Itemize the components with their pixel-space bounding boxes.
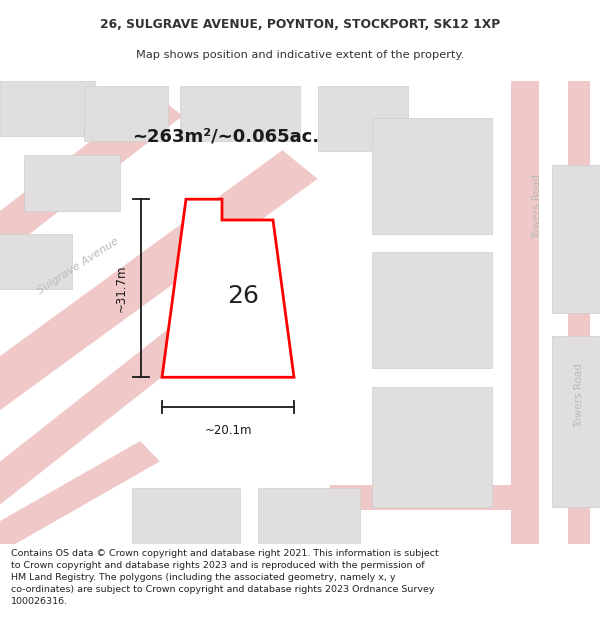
Text: Towers Road: Towers Road [574,363,584,428]
Text: Map shows position and indicative extent of the property.: Map shows position and indicative extent… [136,51,464,61]
Polygon shape [24,155,120,211]
Text: Towers Road: Towers Road [532,174,542,239]
Polygon shape [372,386,492,507]
Polygon shape [0,441,160,554]
Polygon shape [552,336,600,507]
Polygon shape [372,118,492,234]
Polygon shape [180,86,300,141]
Polygon shape [0,150,317,419]
Text: 26, SULGRAVE AVENUE, POYNTON, STOCKPORT, SK12 1XP: 26, SULGRAVE AVENUE, POYNTON, STOCKPORT,… [100,18,500,31]
Polygon shape [318,86,408,151]
Text: ~31.7m: ~31.7m [115,264,128,312]
Polygon shape [330,485,528,510]
Polygon shape [0,234,72,289]
Polygon shape [258,488,360,544]
Polygon shape [84,86,168,141]
Polygon shape [162,199,294,378]
Polygon shape [568,58,590,567]
Polygon shape [0,292,242,518]
Text: Sulgrave Avenue: Sulgrave Avenue [35,236,121,296]
Polygon shape [132,488,240,544]
Polygon shape [0,81,96,137]
Polygon shape [552,164,600,312]
Text: ~20.1m: ~20.1m [204,424,252,436]
Polygon shape [372,253,492,368]
Polygon shape [511,58,539,567]
Polygon shape [0,93,183,269]
Text: ~263m²/~0.065ac.: ~263m²/~0.065ac. [132,127,319,146]
Text: 26: 26 [227,284,259,308]
Text: Contains OS data © Crown copyright and database right 2021. This information is : Contains OS data © Crown copyright and d… [11,549,439,606]
